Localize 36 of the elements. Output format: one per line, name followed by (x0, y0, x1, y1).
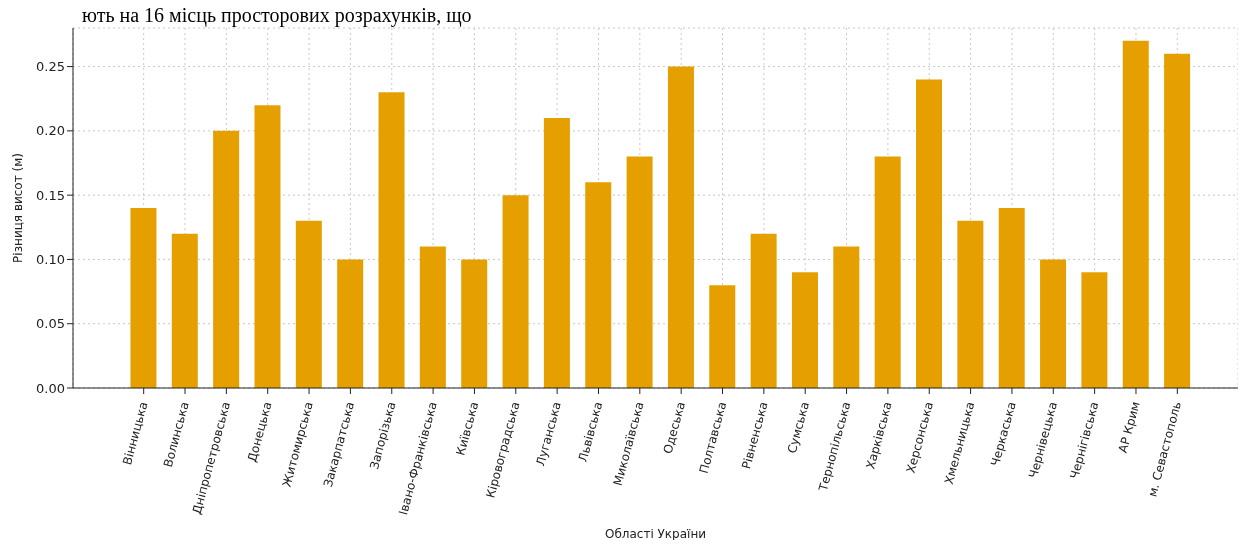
bar (171, 233, 198, 388)
bar (213, 130, 240, 388)
y-tick-label: 0.00 (36, 380, 65, 396)
bar (998, 208, 1025, 388)
y-axis-title: Різниця висот (м) (11, 153, 26, 263)
bar (626, 156, 653, 388)
y-tick-label: 0.10 (36, 252, 65, 268)
bar (130, 208, 157, 388)
bar (1081, 272, 1108, 388)
bar (750, 233, 777, 388)
bar (833, 246, 860, 388)
x-tick-label: АР Крим (1115, 400, 1143, 455)
bar (957, 220, 984, 388)
bar (295, 220, 322, 388)
bar (1040, 259, 1067, 388)
bar (916, 79, 943, 388)
bar (791, 272, 818, 388)
bar (461, 259, 488, 388)
y-tick-label: 0.15 (36, 187, 65, 203)
text: ють на 16 місць просторових розрахунків, що (78, 4, 476, 27)
bar (709, 285, 736, 388)
bar (543, 118, 570, 388)
bar (254, 105, 281, 388)
x-axis-title: Області України (604, 527, 707, 541)
bar (419, 246, 446, 388)
y-tick-label: 0.05 (36, 316, 65, 332)
y-tick-label: 0.20 (36, 123, 65, 139)
bar (667, 66, 694, 388)
bar (337, 259, 364, 388)
bar (378, 92, 405, 388)
bar (585, 182, 612, 388)
bar (1122, 40, 1149, 388)
y-tick-label: 0.25 (36, 59, 65, 75)
bar (502, 195, 529, 388)
bar (1164, 53, 1191, 388)
bar (874, 156, 901, 388)
